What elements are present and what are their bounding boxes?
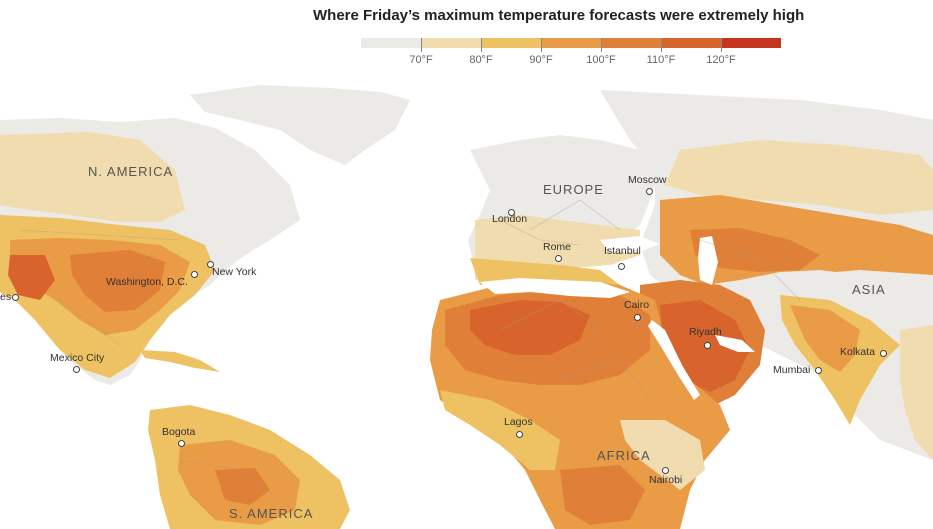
city-label-mumbai: Mumbai [773, 364, 811, 376]
city-dot-nairobi [662, 467, 669, 474]
temperature-legend: 70°F 80°F 90°F 100°F 110°F 120°F [361, 38, 781, 68]
city-label-nairobi: Nairobi [649, 474, 683, 486]
region-label-asia: ASIA [852, 282, 886, 297]
caspian-sea [698, 236, 718, 285]
city-dot-moscow [646, 188, 653, 195]
city-label-cairo: Cairo [624, 299, 650, 311]
greenland-landmass [190, 85, 410, 165]
city-label-bogota: Bogota [162, 426, 196, 438]
tibet-cool-zone [800, 270, 933, 335]
city-dot-lagos [516, 431, 523, 438]
black-sea [600, 236, 660, 252]
siberia-cool-band [665, 140, 933, 215]
southwest-hot-zone [8, 255, 55, 300]
east-africa-cool [620, 420, 705, 490]
city-dot-riyadh [704, 342, 711, 349]
map-title: Where Friday’s maximum temperature forec… [313, 7, 805, 24]
city-label-mexico-city: Mexico City [50, 352, 105, 364]
india-hot-zone [790, 305, 860, 372]
city-label-los-angeles: es [0, 291, 12, 303]
city-dot-kolkata [880, 350, 887, 357]
city-dot-rome [555, 255, 562, 262]
north-america-cool-band [0, 132, 185, 222]
legend-label-80: 80°F [469, 54, 493, 66]
texas-hot-zone [70, 250, 165, 312]
sahara-extreme-zone [470, 300, 590, 355]
legend-label-90: 90°F [529, 54, 553, 66]
caspian-hot-zone [690, 228, 820, 272]
legend-label-100: 100°F [586, 54, 616, 66]
city-label-istanbul: Istanbul [604, 245, 641, 257]
west-africa-warm [440, 390, 560, 470]
city-label-new-york: New York [212, 266, 257, 278]
city-label-rome: Rome [543, 241, 572, 253]
city-label-washington: Washington, D.C. [106, 276, 188, 288]
legend-tick-80 [481, 38, 482, 52]
legend-tick-110 [661, 38, 662, 52]
city-dot-mexico-city [73, 366, 80, 373]
legend-tick-120 [721, 38, 722, 52]
legend-tick-90 [541, 38, 542, 52]
legend-tick-100 [601, 38, 602, 52]
city-label-london: London [492, 213, 528, 225]
persian-gulf [715, 335, 755, 352]
city-dot-istanbul [618, 263, 625, 270]
legend-swatch-2 [421, 38, 481, 48]
mediterranean-sea [480, 278, 630, 298]
city-dot-mumbai [815, 367, 822, 374]
city-label-moscow: Moscow [628, 174, 667, 186]
city-label-riyadh: Riyadh [689, 326, 722, 338]
legend-label-70: 70°F [409, 54, 433, 66]
region-label-north-america: N. AMERICA [88, 164, 174, 179]
city-dot-washington [191, 271, 198, 278]
city-dot-cairo [634, 314, 641, 321]
legend-swatch-6 [661, 38, 721, 48]
amazon-hot-spot [215, 468, 270, 505]
legend-tick-70 [421, 38, 422, 52]
city-label-kolkata: Kolkata [840, 346, 876, 358]
central-africa-hot [560, 465, 645, 525]
region-label-africa: AFRICA [597, 448, 651, 463]
red-sea [648, 320, 700, 400]
city-label-lagos: Lagos [504, 416, 533, 428]
legend-label-120: 120°F [706, 54, 736, 66]
legend-swatch-1 [361, 38, 421, 48]
city-dot-new-york [207, 261, 214, 268]
southeast-asia-warm [900, 325, 933, 460]
country-borders [19, 199, 801, 501]
region-label-europe: EUROPE [543, 182, 604, 197]
legend-swatch-7 [721, 38, 781, 48]
legend-swatch-4 [541, 38, 601, 48]
city-dot-los-angeles [12, 294, 19, 301]
city-dot-bogota [178, 440, 185, 447]
region-label-south-america: S. AMERICA [229, 506, 314, 521]
caribbean-islands [140, 350, 220, 372]
city-dot-london [508, 209, 515, 216]
legend-swatch-3 [481, 38, 541, 48]
legend-swatch-5 [601, 38, 661, 48]
legend-label-110: 110°F [646, 54, 676, 66]
